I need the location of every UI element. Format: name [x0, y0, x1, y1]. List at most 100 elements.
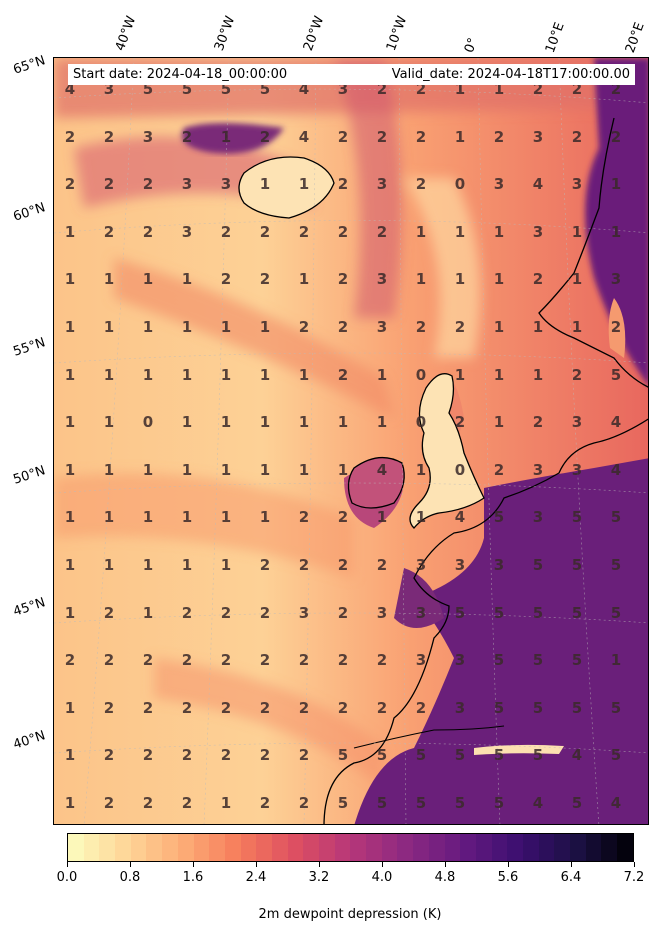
grid-value: 1: [142, 365, 154, 384]
grid-value: 3: [532, 460, 544, 479]
grid-value: 5: [571, 556, 583, 574]
grid-value: 5: [571, 508, 583, 527]
lat-label-60n: 60°N: [11, 200, 48, 225]
grid-value: 1: [103, 413, 115, 432]
grid-value: 1: [571, 318, 583, 336]
lon-label-10w: 10°W: [383, 14, 411, 53]
grid-value: 2: [142, 746, 154, 765]
grid-value: 1: [103, 460, 115, 479]
grid-value: 2: [376, 556, 388, 574]
grid-value: 3: [142, 127, 154, 146]
grid-value: 3: [337, 80, 349, 98]
grid-value: 3: [415, 651, 427, 670]
grid-value: 2: [259, 270, 271, 289]
grid-value: 2: [220, 746, 232, 765]
grid-value: 2: [298, 651, 310, 670]
grid-value: 2: [103, 222, 115, 241]
grid-value: 1: [298, 175, 310, 194]
grid-value: 4: [571, 746, 583, 765]
grid-value: 2: [571, 365, 583, 384]
grid-value: 1: [532, 318, 544, 336]
grid-value: 1: [610, 222, 622, 241]
grid-value: 3: [298, 603, 310, 622]
colorbar-swatch: [491, 834, 508, 861]
grid-value: 1: [259, 508, 271, 527]
grid-value: 5: [610, 508, 622, 527]
grid-value: 1: [610, 651, 622, 670]
graticule: [54, 58, 648, 824]
colorbar-swatch: [68, 834, 84, 861]
grid-value: 1: [493, 318, 505, 336]
grid-value: 2: [298, 318, 310, 336]
grid-value: 5: [337, 794, 349, 812]
grid-value: 2: [298, 556, 310, 574]
grid-value: 2: [493, 460, 505, 479]
lat-label-65n: 65°N: [11, 53, 48, 78]
iceland-coast: [238, 156, 335, 219]
grid-value: 1: [259, 175, 271, 194]
grid-value: 2: [64, 651, 76, 670]
grid-value: 2: [103, 746, 115, 765]
grid-value: 1: [142, 508, 154, 527]
colorbar-swatch: [413, 834, 429, 861]
grid-value: 2: [415, 80, 427, 98]
grid-value: 2: [220, 270, 232, 289]
colorbar-swatch: [177, 834, 194, 861]
grid-value: 3: [376, 318, 388, 336]
grid-value: 1: [103, 508, 115, 527]
grid-value: 2: [142, 222, 154, 241]
grid-value: 5: [493, 508, 505, 527]
grid-value: 1: [64, 794, 76, 812]
lon-label-20w: 20°W: [300, 14, 328, 53]
grid-value: 3: [571, 460, 583, 479]
grid-value: 0: [454, 460, 466, 479]
grid-value: 0: [454, 175, 466, 194]
grid-value: 3: [571, 413, 583, 432]
iberia-coastline: [353, 725, 505, 749]
colorbar-tick-label: 5.6: [497, 870, 519, 885]
colorbar-tick-label: 4.0: [371, 870, 393, 885]
grid-value: 4: [298, 127, 310, 146]
grid-value: 2: [376, 127, 388, 146]
grid-value: 2: [259, 556, 271, 574]
grid-value: 5: [493, 794, 505, 812]
grid-value: 1: [454, 222, 466, 241]
grid-value: 2: [493, 127, 505, 146]
scandinavia-coastline: [538, 117, 648, 388]
colorbar-swatch: [303, 834, 319, 861]
colorbar-title: 2m dewpoint depression (K): [258, 907, 442, 922]
colorbar-tick: [256, 862, 257, 867]
grid-value: 5: [337, 746, 349, 765]
grid-value: 2: [259, 794, 271, 812]
grid-value: 5: [532, 651, 544, 670]
grid-value: 2: [220, 651, 232, 670]
grid-value: 3: [415, 603, 427, 622]
grid-value: 2: [298, 794, 310, 812]
grid-value: 5: [610, 556, 622, 574]
grid-value: 4: [376, 460, 388, 479]
grid-value: 1: [64, 746, 76, 765]
grid-value: 2: [220, 698, 232, 717]
colorbar-tick-label: 0.8: [119, 870, 141, 885]
colorbar-tick-label: 7.2: [623, 870, 645, 885]
grid-value: 1: [259, 460, 271, 479]
grid-value: 3: [181, 222, 193, 241]
grid-value: 3: [493, 175, 505, 194]
grid-value: 5: [454, 603, 466, 622]
colorbar-swatch: [99, 834, 116, 861]
grid-value: 1: [64, 603, 76, 622]
grid-value: 2: [376, 651, 388, 670]
lat-label-45n: 45°N: [11, 595, 48, 620]
grid-value: 1: [415, 270, 427, 289]
grid-value: 1: [532, 365, 544, 384]
grid-value: 3: [454, 651, 466, 670]
grid-value: 5: [571, 603, 583, 622]
grid-value: 1: [298, 413, 310, 432]
grid-value: 5: [532, 698, 544, 717]
grid-value: 1: [64, 270, 76, 289]
colorbar-swatch: [366, 834, 382, 861]
grid-value: 2: [142, 651, 154, 670]
valid-date-label: Valid_date: 2024-04-18T17:00:00.00: [391, 67, 630, 82]
grid-value: 2: [376, 698, 388, 717]
grid-value: 1: [337, 460, 349, 479]
